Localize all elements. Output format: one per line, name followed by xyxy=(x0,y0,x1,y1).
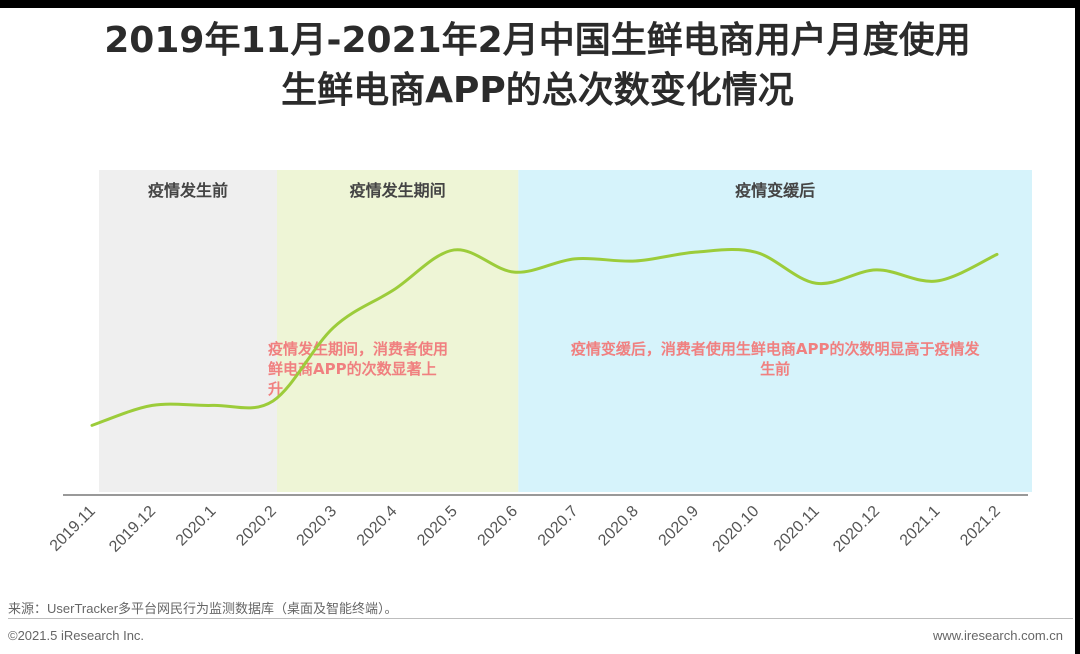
x-tick-label: 2020.11 xyxy=(771,503,823,555)
copyright: ©2021.5 iResearch Inc. xyxy=(8,628,145,643)
phase-label-2: 疫情发生期间 xyxy=(350,181,446,200)
source-note: 来源：UserTracker多平台网民行为监测数据库（桌面及智能终端）。 xyxy=(8,601,398,616)
annotation-1-line-1: 疫情发生期间，消费者使用 xyxy=(268,340,448,358)
series-line xyxy=(90,247,999,427)
x-tick-label: 2020.12 xyxy=(830,503,883,556)
x-tick-label: 2020.6 xyxy=(475,503,522,550)
x-tick-label: 2020.1 xyxy=(173,503,220,550)
phase-band-2 xyxy=(277,170,519,492)
chart-title-line2: 生鲜电商APP的总次数变化情况 xyxy=(281,70,794,111)
x-tick-label: 2020.2 xyxy=(233,503,280,550)
x-tick-label: 2020.3 xyxy=(294,503,341,550)
annotation-1-line-3: 升 xyxy=(268,380,283,398)
phase-label-1: 疫情发生前 xyxy=(148,181,228,200)
x-tick-label: 2020.8 xyxy=(595,503,642,550)
phase-bands xyxy=(99,170,1032,492)
x-tick-label: 2020.10 xyxy=(710,503,763,556)
x-tick-label: 2019.11 xyxy=(47,503,99,555)
slide: 2019年11月-2021年2月中国生鲜电商用户月度使用 生鲜电商APP的总次数… xyxy=(0,8,1075,654)
phase-band-3 xyxy=(518,170,1032,492)
phase-labels: 疫情发生前 疫情发生期间 疫情变缓后 xyxy=(148,181,815,200)
x-tick-label: 2021.2 xyxy=(957,503,1004,550)
line-chart: 疫情发生前 疫情发生期间 疫情变缓后 疫情发生期间，消费者使用鲜电商APP的次数显著… xyxy=(47,170,1032,556)
phase-band-1 xyxy=(99,170,277,492)
x-tick-label: 2019.12 xyxy=(106,503,159,556)
x-tick-labels: 2019.11 2019.12 2020.1 2020.2 2020.3 2020.4 20… xyxy=(47,503,1004,556)
x-tick-label: 2020.7 xyxy=(535,503,582,550)
annotation-2-line-1: 疫情变缓后，消费者使用生鲜电商APP的次数明显高于疫情发 xyxy=(571,340,981,358)
x-tick-label: 2020.4 xyxy=(354,503,401,550)
footer-divider xyxy=(8,618,1073,619)
x-tick-label: 2021.1 xyxy=(897,503,944,550)
phase-label-3: 疫情变缓后 xyxy=(735,181,815,200)
chart-title: 2019年11月-2021年2月中国生鲜电商用户月度使用 xyxy=(104,20,971,61)
x-tick-label: 2020.9 xyxy=(656,503,703,550)
website-link[interactable]: www.iresearch.com.cn xyxy=(932,628,1063,643)
annotation-1-line-2: 鲜电商APP的次数显著上 xyxy=(268,360,437,378)
x-tick-label: 2020.5 xyxy=(414,503,461,550)
annotation-2-line-2: 生前 xyxy=(760,360,790,378)
